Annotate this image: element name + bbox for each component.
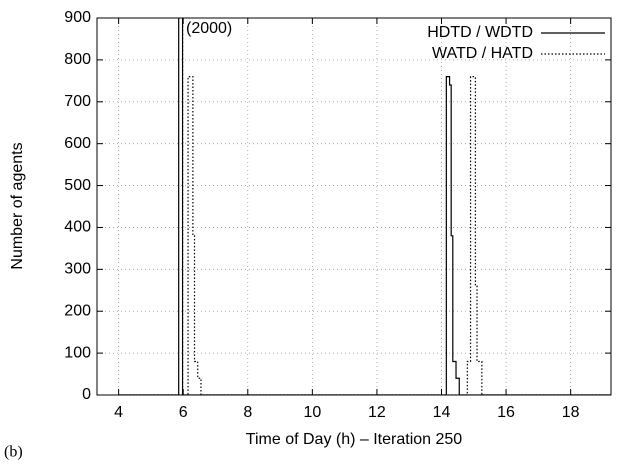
y-tick-label: 300 bbox=[64, 261, 91, 278]
annotation: (2000) bbox=[186, 20, 232, 37]
y-tick-label: 0 bbox=[82, 386, 91, 403]
y-tick-label: 600 bbox=[64, 135, 91, 152]
y-tick-label: 200 bbox=[64, 302, 91, 319]
data-line bbox=[118, 18, 611, 395]
x-axis-label: Time of Day (h) – Iteration 250 bbox=[246, 431, 462, 448]
panel-label: (b) bbox=[4, 444, 23, 461]
y-tick-label: 100 bbox=[64, 344, 91, 361]
y-tick-label: 500 bbox=[64, 177, 91, 194]
legend-label: HDTD / WDTD bbox=[427, 24, 533, 41]
y-tick-label: 700 bbox=[64, 93, 91, 110]
y-tick-label: 400 bbox=[64, 219, 91, 236]
x-tick-label: 14 bbox=[433, 404, 451, 421]
y-axis-label: Number of agents bbox=[9, 142, 26, 269]
x-tick-label: 8 bbox=[243, 404, 252, 421]
y-tick-label: 800 bbox=[64, 51, 91, 68]
x-tick-label: 16 bbox=[497, 404, 515, 421]
x-tick-label: 12 bbox=[368, 404, 386, 421]
x-tick-label: 6 bbox=[179, 404, 188, 421]
x-tick-label: 10 bbox=[303, 404, 321, 421]
plot-frame bbox=[96, 17, 612, 396]
x-tick-label: 4 bbox=[114, 404, 123, 421]
data-line bbox=[118, 76, 611, 395]
y-tick-label: 900 bbox=[64, 9, 91, 26]
plot-area bbox=[118, 18, 611, 395]
legend-label: WATD / HATD bbox=[432, 45, 533, 62]
x-tick-label: 18 bbox=[562, 404, 580, 421]
